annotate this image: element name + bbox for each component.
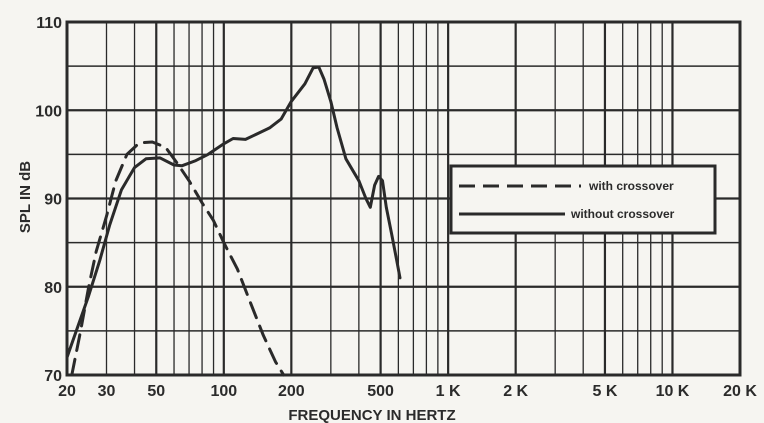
- x-axis-label: FREQUENCY IN HERTZ: [288, 407, 455, 423]
- x-tick-label: 100: [210, 383, 237, 400]
- x-tick-label: 1 K: [436, 383, 461, 400]
- plot-frame: [65, 20, 742, 377]
- y-tick-label: 100: [35, 103, 62, 120]
- legend-label-without-crossover: without crossover: [570, 207, 675, 221]
- series-line-without-crossover: [65, 65, 402, 359]
- y-axis-label: SPL IN dB: [17, 161, 34, 233]
- x-tick-label: 20 K: [723, 383, 757, 400]
- x-tick-label: 10 K: [656, 383, 690, 400]
- x-tick-label: 5 K: [592, 383, 617, 400]
- series-layer: [65, 65, 402, 377]
- y-tick-labels: 70 80 90 100 110: [35, 15, 62, 385]
- y-tick-label: 80: [44, 280, 62, 297]
- y-tick-label: 90: [44, 192, 62, 209]
- x-tick-label: 30: [98, 383, 116, 400]
- legend-box: [449, 164, 717, 235]
- y-tick-label: 110: [36, 15, 62, 32]
- x-tick-label: 50: [147, 383, 165, 400]
- y-tick-label: 70: [44, 368, 62, 385]
- series-line-with-crossover: [70, 140, 286, 377]
- legend: with crossover without crossover: [449, 164, 717, 235]
- x-tick-label: 2 K: [503, 383, 528, 400]
- x-tick-labels: 20 30 50 100 200 500 1 K 2 K 5 K 10 K 20 K: [58, 383, 757, 400]
- x-tick-label: 200: [278, 383, 305, 400]
- legend-label-with-crossover: with crossover: [588, 179, 674, 193]
- x-tick-label: 500: [367, 383, 394, 400]
- x-tick-label: 20: [58, 383, 76, 400]
